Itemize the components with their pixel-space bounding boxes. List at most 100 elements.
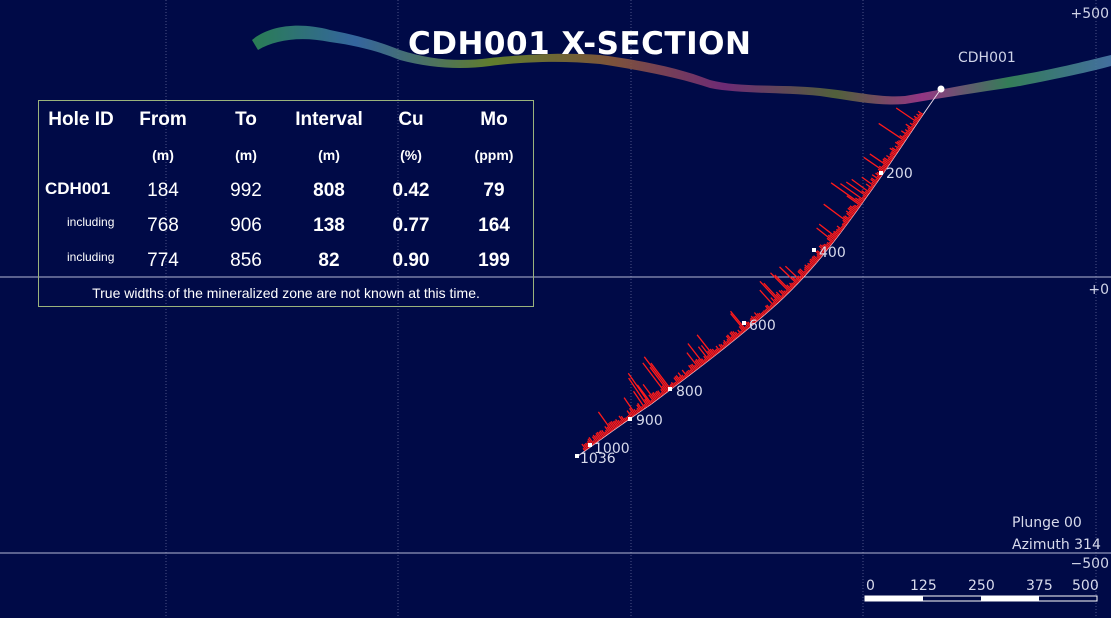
cell-mo: 164 [478,215,510,236]
assay-bar [816,227,835,243]
assay-bar [803,270,808,274]
assay-bar [760,312,764,317]
assay-bar [651,393,658,401]
assay-bar [898,139,904,145]
row-label: including [67,215,115,229]
assay-bar [889,153,895,158]
assay-bar [846,212,853,218]
assay-bar [730,313,746,332]
unit-from: (m) [152,147,174,163]
assay-bar [750,317,756,324]
assay-bar [823,243,830,249]
assay-bar [686,370,691,376]
assay-bar [816,250,824,256]
assay-bar [686,352,700,369]
assay-bar [896,140,903,146]
assay-bar [842,219,848,225]
assay-bar [775,291,783,300]
assay-bar [804,264,811,271]
assay-bar [856,204,860,208]
assay-bar [871,181,876,186]
depth-label-1000: 1000 [594,441,630,457]
assay-bar [819,244,828,251]
assay-bar [683,375,687,379]
assay-bar [870,184,874,188]
assay-bar [709,348,716,356]
assay-bar [891,150,897,155]
assay-bar [809,262,814,267]
cell-interval: 808 [313,180,345,201]
assay-bar [785,290,789,294]
assay-bar [849,205,858,212]
scale-label-250: 250 [968,578,995,594]
assay-bar [844,215,851,221]
assay-bar [689,369,693,374]
cell-mo: 79 [483,180,505,201]
assay-bar [581,443,587,451]
assay-bar [706,355,711,360]
cell-interval: 138 [313,215,345,236]
drill-hole-label: CDH001 [958,50,1016,66]
assay-bar [681,369,688,378]
assay-bar [795,277,800,283]
assay-bar [773,298,779,304]
row-label: including [67,250,115,264]
assay-bar [841,225,845,229]
assay-bar [619,420,624,425]
assay-bar [691,363,697,371]
assay-bar [774,274,791,292]
assay-bar [591,436,598,443]
assay-bar [761,311,766,316]
assay-bar [863,156,885,173]
assay-bar [891,147,899,153]
assay-bar [861,196,866,200]
assay-bar [869,153,889,167]
assay-bar [895,107,918,124]
assay-bar [643,356,671,391]
assay-bar [913,115,920,121]
assay-bar [917,116,921,120]
assay-bar [905,131,910,136]
assay-bar [826,237,834,244]
assay-bar [811,256,819,262]
assay-bar [886,154,893,161]
assay-bar [809,260,815,266]
section-title: CDH001 X-SECTION [408,26,752,62]
assay-bar [890,152,896,157]
depth-ticks [575,171,883,458]
assay-bar [703,358,707,363]
assay-bar [625,416,629,421]
assay-bar [809,258,816,265]
depth-label-200: 200 [886,166,913,182]
assay-bar [765,308,769,312]
assay-bar [894,145,901,150]
assay-bar [688,364,695,373]
assay-bar [818,245,827,253]
assay-bar [670,383,674,388]
assay-bar [597,411,613,432]
assay-bar [914,118,919,122]
cell-from: 774 [147,250,179,271]
assay-bar [620,415,626,423]
assay-bar [626,410,633,418]
assay-bar [858,197,864,203]
assay-bar [596,431,603,440]
assay-bar [617,419,622,426]
assay-bar [643,403,647,408]
assay-bar [700,358,706,364]
assay-bar [763,282,781,302]
assay-bar [820,250,825,255]
assay-bar [740,330,744,334]
assay-bar [882,164,888,169]
scale-label-125: 125 [910,578,937,594]
assay-bar [865,183,873,190]
assay-bar [601,429,607,437]
cell-mo: 199 [478,250,510,271]
assay-bar [786,284,793,291]
assay-bar [636,407,641,413]
depth-label-900: 900 [636,413,663,429]
assay-bar [875,178,879,182]
cell-from: 768 [147,215,179,236]
assay-bar [811,257,818,264]
assay-bar [628,408,635,416]
